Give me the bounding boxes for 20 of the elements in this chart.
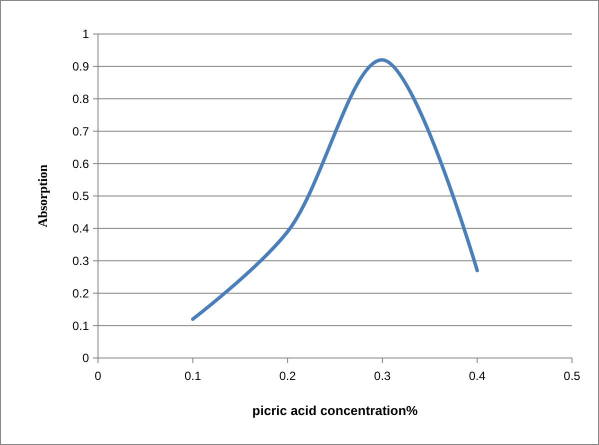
y-tick-label: 0.7 [72, 124, 90, 138]
y-tick-label: 0.4 [72, 222, 90, 236]
y-axis-title: Absorption [35, 164, 50, 228]
x-axis-title: picric acid concentration% [252, 403, 418, 418]
y-tick-label: 0.8 [72, 92, 90, 106]
y-tick-label: 0.6 [72, 156, 90, 171]
x-tick-label: 0.2 [279, 369, 296, 383]
y-tick-label: 0.2 [72, 286, 90, 300]
x-tick-label: 0.4 [468, 369, 486, 383]
y-tick-label: 1 [82, 27, 90, 42]
x-tick-label: 0.5 [564, 369, 581, 383]
y-tick-label: 0.1 [72, 318, 90, 333]
y-tick-label: 0.9 [72, 60, 90, 74]
x-tick-label: 0.3 [374, 369, 392, 383]
y-tick-label: 0.3 [72, 254, 90, 268]
y-tick-label: 0 [82, 351, 90, 366]
line-series [191, 58, 479, 321]
x-tick-label: 0 [94, 369, 102, 383]
y-tick-label: 0.5 [72, 189, 90, 204]
x-tick-label: 0.1 [184, 369, 202, 383]
